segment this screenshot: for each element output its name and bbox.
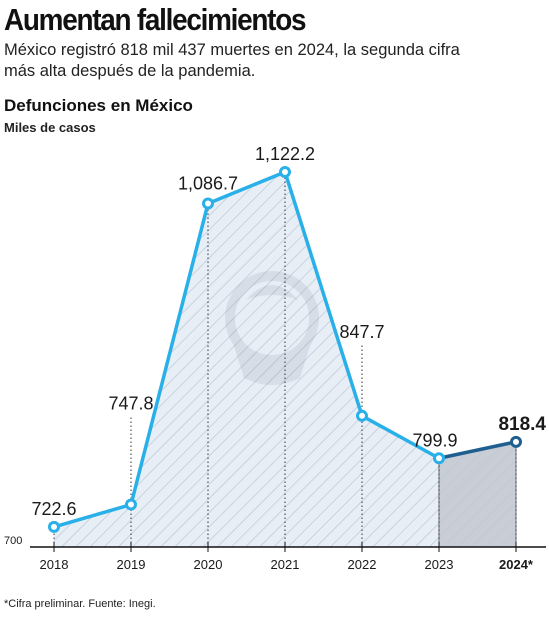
x-tick-label: 2018 (40, 557, 69, 572)
data-point-2021 (279, 166, 291, 178)
data-label-2021: 1,122.2 (255, 144, 315, 164)
x-tick-label: 2024* (499, 557, 534, 572)
data-point-2018 (48, 520, 60, 533)
data-point-2019 (125, 498, 137, 511)
x-tick-label: 2020 (194, 557, 223, 572)
series-line-preliminary (438, 440, 517, 460)
deck-text: México registró 818 mil 437 muertes en 2… (4, 41, 460, 80)
data-point-2020 (202, 197, 214, 210)
area-hatch (54, 172, 439, 547)
series-line (53, 170, 440, 529)
data-point-2024 (510, 435, 522, 448)
data-point-2022 (356, 409, 368, 422)
x-tick-label: 2021 (271, 557, 300, 572)
headline: Aumentan fallecimientos (4, 2, 307, 37)
emblem-watermark (225, 271, 319, 385)
data-label-2019: 747.8 (108, 394, 153, 414)
data-label-2024: 818.4 (498, 414, 546, 435)
chart-title: Defunciones en México (4, 96, 193, 115)
x-tick-label: 2022 (348, 557, 377, 572)
chart-subtitle: Miles de casos (4, 120, 96, 135)
x-tick-label: 2019 (117, 557, 146, 572)
data-label-2022: 847.7 (339, 322, 384, 342)
y-min-label: 700 (4, 535, 22, 547)
data-label-2020: 1,086.7 (178, 174, 238, 194)
data-label-2023: 799.9 (412, 430, 457, 450)
source-footnote: *Cifra preliminar. Fuente: Inegi. (4, 598, 156, 610)
area-hatch-preliminary (439, 441, 516, 547)
data-point-2023 (433, 452, 445, 465)
data-label-2018: 722.6 (31, 499, 76, 519)
x-tick-label: 2023 (425, 557, 454, 572)
